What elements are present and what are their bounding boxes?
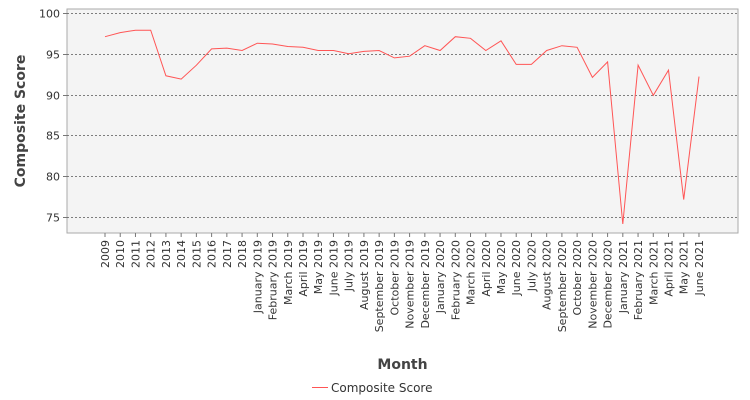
series-lines — [104, 29, 700, 225]
x-tick-label: 2018 — [236, 240, 249, 268]
x-tick-label: August 2019 — [358, 240, 371, 310]
x-tick-label: July 2019 — [343, 240, 356, 292]
x-tick-label: 2016 — [206, 240, 219, 268]
x-tick-label: June 2019 — [327, 240, 340, 296]
x-tick-label: March 2021 — [647, 240, 660, 305]
plot-area — [66, 8, 739, 234]
x-tick-label: September 2019 — [373, 240, 386, 332]
x-tick-label: March 2019 — [282, 240, 295, 305]
x-tick-label: 2013 — [160, 240, 173, 268]
y-tick-label: 100 — [39, 8, 60, 21]
x-tick-label: 2009 — [99, 240, 112, 268]
x-tick-label: May 2021 — [678, 240, 691, 294]
x-tick-label: 2010 — [114, 240, 127, 268]
y-tick-label: 95 — [46, 49, 60, 62]
x-tick-label: August 2020 — [541, 240, 554, 310]
y-tick-label: 80 — [46, 171, 60, 184]
x-tick-label: December 2019 — [419, 240, 432, 329]
x-tick-label: December 2020 — [602, 240, 615, 329]
x-tick-label: June 2021 — [693, 240, 706, 296]
y-tick-label: 85 — [46, 130, 60, 143]
x-tick-label: January 2019 — [251, 240, 264, 314]
y-tick-label: 75 — [46, 212, 60, 225]
x-tick-label: January 2020 — [434, 240, 447, 314]
x-tick-label: May 2020 — [495, 240, 508, 294]
x-tick-label: April 2021 — [663, 240, 676, 297]
y-tick-label: 90 — [46, 90, 60, 103]
x-tick-label: June 2020 — [510, 240, 523, 296]
x-tick-label: April 2019 — [297, 240, 310, 297]
x-axis: 2009 2010 2011 2012 2013 2014 2015 2016 2017 2018… — [99, 233, 706, 332]
y-axis: 75 80 85 90 95 100 — [39, 8, 67, 225]
x-tick-label: 2012 — [145, 240, 158, 268]
x-tick-label: 2015 — [190, 240, 203, 268]
x-tick-label: July 2020 — [525, 240, 538, 292]
legend: Composite Score — [312, 381, 432, 395]
x-tick-label: March 2020 — [465, 240, 478, 305]
x-tick-label: 2014 — [175, 240, 188, 268]
x-tick-label: October 2020 — [571, 240, 584, 316]
x-tick-label: September 2020 — [556, 240, 569, 332]
x-axis-title: Month — [377, 357, 427, 373]
series-line-composite-score — [104, 29, 700, 225]
x-tick-label: 2017 — [221, 240, 234, 268]
x-tick-label: February 2021 — [632, 240, 645, 320]
x-tick-label: May 2019 — [312, 240, 325, 294]
x-tick-label: October 2019 — [388, 240, 401, 316]
x-tick-label: 2011 — [129, 240, 142, 268]
y-axis-title: Composite Score — [13, 55, 29, 188]
x-tick-label: January 2021 — [617, 240, 630, 314]
legend-label: Composite Score — [331, 381, 432, 395]
x-tick-label: November 2020 — [586, 240, 599, 329]
x-tick-label: November 2019 — [404, 240, 417, 329]
x-tick-label: April 2020 — [480, 240, 493, 297]
x-tick-label: February 2019 — [267, 240, 280, 320]
x-tick-label: February 2020 — [449, 240, 462, 320]
